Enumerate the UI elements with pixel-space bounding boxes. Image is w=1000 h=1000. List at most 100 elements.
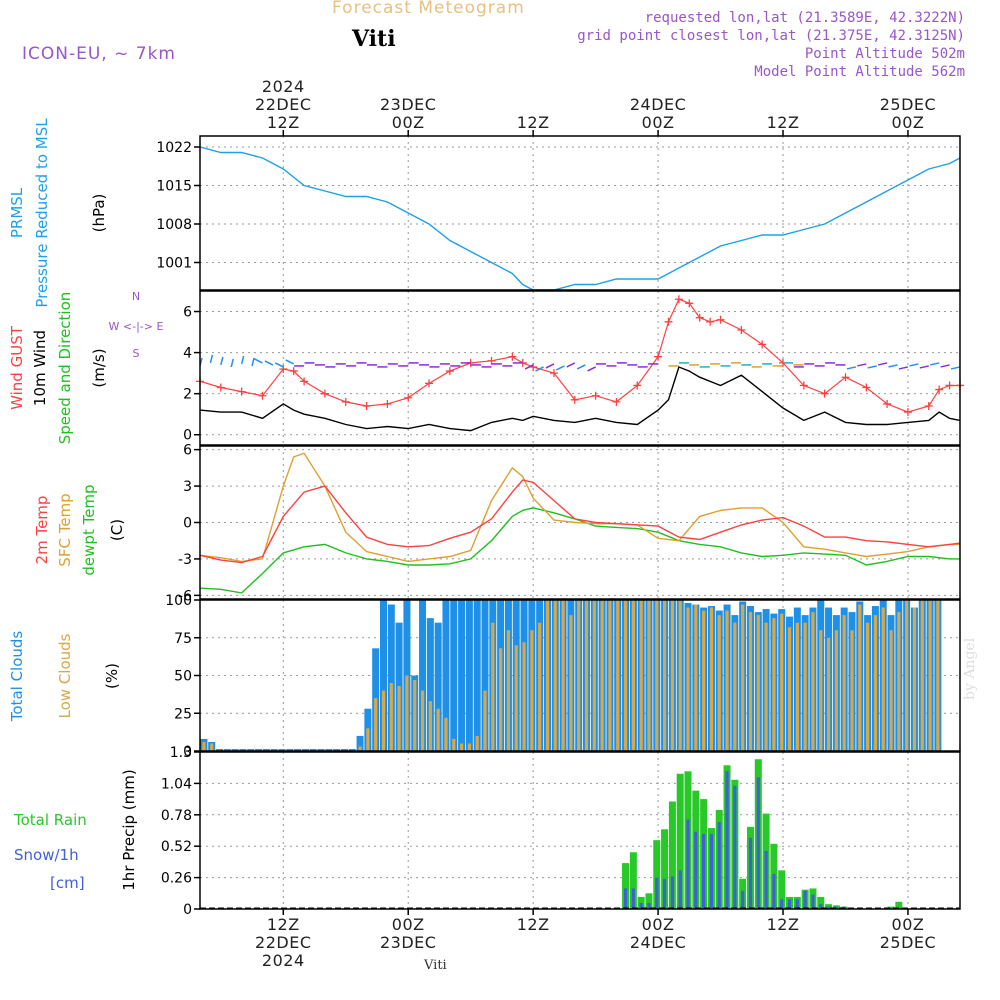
footer-place: Viti	[424, 958, 447, 973]
gust-marker	[841, 373, 850, 382]
y-tick-label: 6	[183, 443, 192, 459]
low-cloud-bar	[905, 600, 909, 751]
gust-marker	[695, 313, 704, 322]
low-cloud-bar	[397, 686, 401, 751]
wind-direction-arrow	[898, 366, 909, 370]
total-cloud-bar	[426, 618, 434, 751]
x-tick-label-top: 12Z	[267, 113, 300, 132]
low-cloud-bar	[702, 610, 706, 751]
low-cloud-label: Low Clouds	[56, 633, 74, 718]
x-tick-label-bottom: 12Z	[517, 915, 550, 934]
low-cloud-bar	[569, 615, 573, 751]
low-cloud-bar	[670, 600, 674, 751]
panel-frame	[199, 751, 961, 910]
low-cloud-bar	[639, 600, 643, 751]
low-cloud-bar	[561, 600, 565, 751]
gust-marker	[716, 315, 725, 324]
low-cloud-bar	[748, 612, 753, 751]
y-tick-label: 100	[165, 593, 192, 609]
y-tick-label: 0.78	[161, 808, 192, 824]
low-cloud-bar	[475, 735, 479, 751]
wind-direction-arrow	[857, 363, 867, 367]
gust-marker	[258, 391, 267, 400]
total-cloud-bar	[442, 600, 450, 751]
total-cloud-bar	[419, 600, 427, 751]
low-cloud-bar	[819, 630, 823, 751]
gust-marker	[425, 379, 434, 388]
x-tick-label-bottom: 25DEC	[880, 933, 936, 952]
panel-frame	[199, 599, 961, 752]
wind-direction-arrow	[230, 358, 234, 368]
gust-marker	[674, 295, 683, 304]
y-tick-label: 6	[183, 305, 192, 321]
y-tick-label: 75	[174, 631, 192, 647]
y-tick-label: 25	[174, 706, 192, 722]
low-cloud-bar	[366, 728, 370, 751]
gust-marker	[799, 381, 808, 390]
compass-west-east: W <-|-> E	[109, 320, 164, 333]
snow-bar	[764, 851, 768, 909]
low-cloud-bar	[725, 610, 729, 751]
low-cloud-bar	[787, 627, 792, 751]
low-cloud-bar	[452, 738, 456, 751]
snow-bar	[662, 878, 667, 909]
wind-direction-arrow	[909, 363, 919, 367]
gust-marker	[404, 393, 413, 402]
snow-label: Snow/1h	[14, 846, 79, 864]
panel-frame	[199, 290, 961, 446]
low-cloud-bar	[358, 746, 362, 751]
gust-marker	[903, 408, 912, 417]
low-cloud-bar	[623, 600, 628, 751]
y-tick-label: -3	[178, 552, 192, 568]
low-cloud-bar	[374, 698, 378, 751]
low-cloud-bar	[647, 600, 651, 751]
wind-direction-arrow	[209, 354, 214, 364]
gust-marker	[341, 397, 350, 406]
wind-direction-arrow	[566, 362, 576, 368]
low-cloud-bar	[389, 683, 393, 751]
sfc-temp-line	[199, 452, 960, 563]
y-tick-label: 50	[174, 669, 192, 685]
x-tick-label-bottom: 2024	[262, 951, 305, 970]
y-tick-label: 0.26	[161, 871, 192, 887]
low-cloud-bar	[538, 622, 542, 751]
place-title: Viti	[352, 26, 396, 52]
low-cloud-bar	[764, 622, 768, 751]
gust-marker	[945, 381, 954, 390]
model-altitude: Model Point Altitude 562m	[754, 64, 965, 80]
low-cloud-bar	[577, 600, 581, 751]
x-tick-label-bottom: 24DEC	[630, 933, 686, 952]
gust-marker	[924, 401, 933, 410]
snow-bar	[811, 894, 815, 909]
snow-bar	[787, 899, 792, 909]
low-cloud-bar	[405, 675, 409, 751]
snow-bar	[826, 906, 831, 909]
x-tick-label-bottom: 22DEC	[255, 933, 311, 952]
total-cloud-bar	[458, 600, 466, 751]
y-tick-label: 0	[183, 428, 192, 444]
pressure-label-name: PRMSL	[8, 187, 26, 238]
x-tick-label-bottom: 12Z	[767, 915, 800, 934]
total-cloud-bar	[434, 622, 442, 751]
low-cloud-bar	[662, 600, 667, 751]
gust-marker	[862, 383, 871, 392]
x-tick-label-top: 23DEC	[380, 95, 436, 114]
x-tick-label-top: 2024	[262, 77, 305, 96]
total-cloud-bar	[465, 600, 473, 751]
t2m-label: 2m Temp	[33, 496, 51, 565]
snow-bar	[748, 837, 753, 909]
gust-marker	[445, 367, 454, 376]
y-tick-label: 0	[183, 516, 192, 532]
gust-marker	[820, 389, 829, 398]
gust-marker	[664, 317, 673, 326]
low-cloud-bar	[655, 600, 659, 751]
gust-marker	[320, 389, 329, 398]
gust-marker	[300, 377, 309, 386]
gridpoint-coords: grid point closest lon,lat (21.375E, 42.…	[577, 28, 965, 44]
low-cloud-bar	[678, 600, 682, 751]
wind-direction-arrow	[877, 362, 888, 366]
precip-ylabel: 1hr Precip (mm)	[120, 769, 138, 890]
snow-unit: [cm]	[50, 874, 85, 892]
low-cloud-bar	[772, 618, 776, 751]
low-cloud-bar	[483, 690, 487, 751]
